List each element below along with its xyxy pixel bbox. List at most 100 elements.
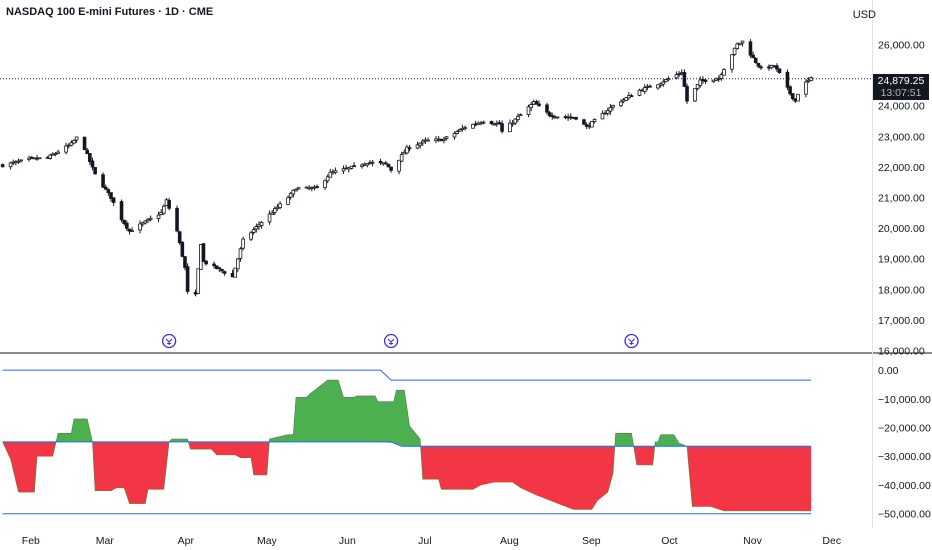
candle-body bbox=[518, 114, 523, 117]
indicator-axis-tick: −30,000.00 bbox=[878, 451, 931, 463]
candle-body bbox=[513, 118, 518, 124]
candle-body bbox=[759, 66, 763, 69]
candle-body bbox=[471, 123, 475, 129]
candle-body bbox=[785, 71, 790, 88]
time-axis-tick: Dec bbox=[822, 535, 841, 547]
candle-body bbox=[333, 170, 338, 173]
candle-body bbox=[278, 203, 282, 208]
candle-body bbox=[756, 62, 761, 67]
candle-body bbox=[294, 189, 298, 192]
time-axis-tick: May bbox=[257, 535, 278, 547]
last-price-value: 24,879.25 bbox=[877, 75, 925, 87]
candle-body bbox=[677, 73, 681, 76]
candle-body bbox=[624, 97, 629, 101]
time-axis-tick: Aug bbox=[500, 535, 519, 547]
candle-body bbox=[101, 174, 105, 188]
candle-body bbox=[753, 57, 758, 63]
candle-body bbox=[748, 41, 753, 56]
candle-body bbox=[592, 118, 597, 123]
candle-body bbox=[442, 138, 446, 141]
candle-body bbox=[106, 189, 111, 193]
candle-body bbox=[703, 79, 708, 82]
candle-body bbox=[183, 256, 187, 268]
time-axis-tick: Jun bbox=[339, 535, 356, 547]
candle-body bbox=[383, 162, 388, 165]
candle-body bbox=[325, 176, 330, 182]
candle-body bbox=[360, 164, 364, 167]
candle-body bbox=[201, 243, 206, 262]
candle-body bbox=[420, 140, 425, 144]
candle-body bbox=[545, 104, 549, 113]
candle-body bbox=[74, 136, 79, 141]
currency-label[interactable]: USD bbox=[852, 9, 876, 21]
candle-body bbox=[656, 84, 660, 89]
candle-body bbox=[341, 168, 346, 172]
candle-body bbox=[711, 79, 716, 83]
time-axis-tick: Feb bbox=[22, 535, 40, 547]
candle-body bbox=[389, 166, 393, 171]
candle-body bbox=[204, 260, 208, 265]
candle-body bbox=[352, 165, 356, 168]
indicator-upper-band bbox=[2, 369, 812, 381]
candle-body bbox=[685, 86, 689, 102]
candle-body bbox=[537, 103, 541, 107]
candle-body bbox=[629, 95, 634, 98]
price-axis-tick: 19,000.00 bbox=[878, 254, 925, 266]
candle-body bbox=[529, 104, 533, 109]
candle-body bbox=[809, 77, 814, 81]
indicator-axis-tick: −10,000.00 bbox=[878, 394, 931, 406]
candle-body bbox=[56, 151, 60, 154]
candle-body bbox=[196, 268, 200, 294]
candle-body bbox=[550, 115, 555, 118]
candle-body bbox=[619, 101, 623, 107]
candle-body bbox=[291, 189, 296, 195]
candle-body bbox=[452, 132, 457, 138]
candle-body bbox=[27, 157, 31, 160]
candle-body bbox=[637, 89, 642, 96]
dividend-arrow-icon[interactable] bbox=[383, 333, 399, 349]
candle-body bbox=[574, 116, 578, 120]
candle-body bbox=[251, 229, 256, 233]
candle-body bbox=[88, 153, 92, 163]
candle-body bbox=[481, 121, 486, 124]
candle-body bbox=[722, 69, 726, 76]
candle-body bbox=[732, 47, 737, 56]
candle-body bbox=[738, 42, 742, 45]
candle-body bbox=[122, 219, 126, 225]
candle-body bbox=[259, 221, 264, 226]
dividend-arrow-icon[interactable] bbox=[624, 333, 639, 349]
candle-body bbox=[666, 78, 671, 81]
candle-body bbox=[53, 152, 58, 155]
candle-body bbox=[146, 218, 150, 222]
candle-body bbox=[605, 110, 610, 114]
candle-body bbox=[249, 232, 253, 240]
candle-body bbox=[37, 157, 42, 160]
indicator-axis-tick: −40,000.00 bbox=[878, 480, 931, 492]
candle-body bbox=[788, 86, 792, 95]
candle-body bbox=[127, 228, 132, 232]
candle-body bbox=[140, 222, 145, 225]
candle-body bbox=[370, 161, 375, 164]
candle-body bbox=[582, 119, 586, 125]
candle-body bbox=[775, 65, 779, 70]
candle-body bbox=[555, 116, 560, 119]
candle-body bbox=[288, 192, 293, 198]
indicator-baseline bbox=[2, 441, 812, 447]
candle-body bbox=[238, 248, 243, 259]
indicator-axis-tick: 0.00 bbox=[878, 365, 899, 377]
candle-body bbox=[103, 186, 108, 190]
candle-body bbox=[590, 121, 594, 128]
candle-body bbox=[457, 129, 462, 132]
dividend-arrow-icon[interactable] bbox=[161, 333, 177, 349]
indicator-value-line bbox=[2, 379, 812, 512]
candle-body bbox=[719, 74, 724, 79]
price-axis-tick: 22,000.00 bbox=[878, 162, 925, 174]
candle-body bbox=[664, 79, 668, 82]
candle-body bbox=[405, 146, 409, 154]
candle-body bbox=[180, 241, 185, 257]
candle-body bbox=[608, 107, 613, 112]
candle-body bbox=[508, 122, 512, 133]
candle-body bbox=[740, 40, 745, 44]
candle-body bbox=[415, 144, 420, 149]
